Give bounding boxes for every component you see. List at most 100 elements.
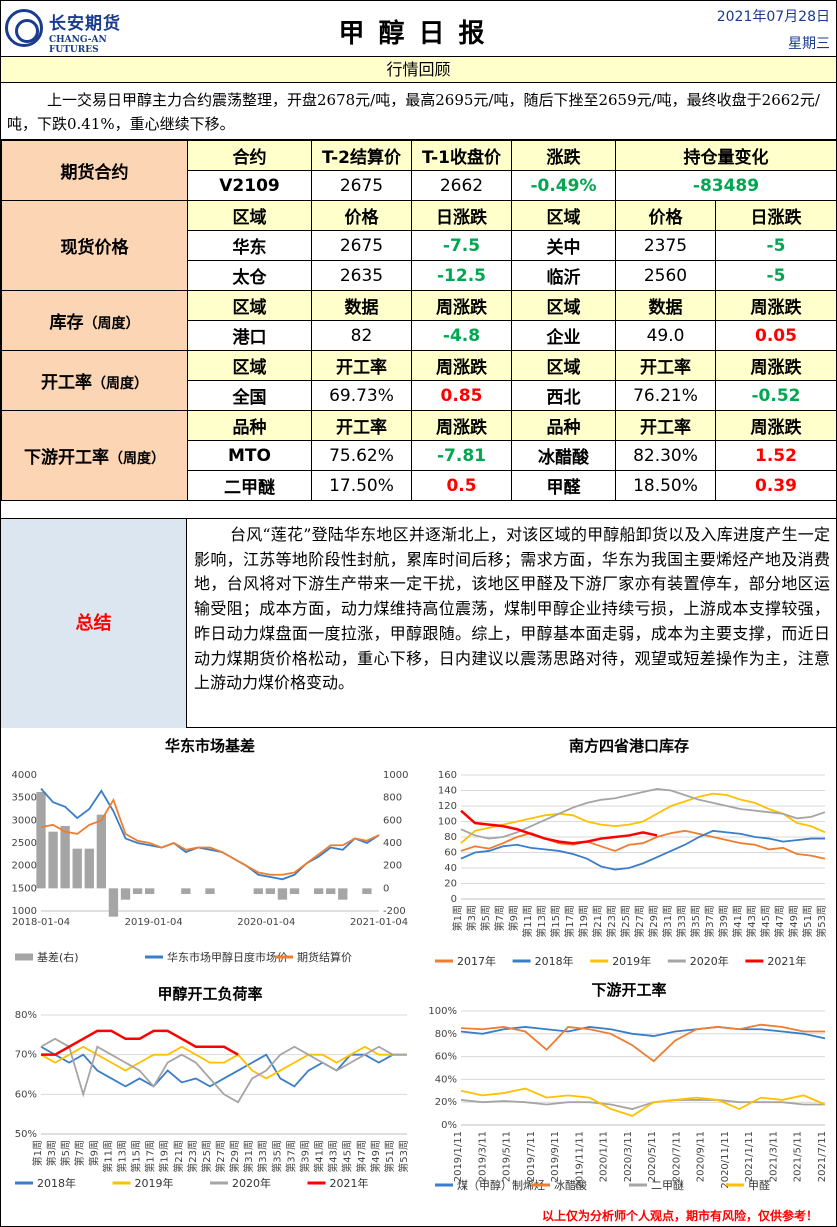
x-tick-label: 2021/3/11 [768,1131,779,1182]
x-tick-label: 第9周 [87,1140,100,1166]
x-tick-label: 2020/5/11 [647,1131,658,1182]
inventory-change: -4.8 [411,320,512,351]
x-tick-label: 第51周 [801,905,814,938]
y-right-tick-label: 1000 [383,770,408,781]
operating-rate: 76.21% [615,380,716,411]
x-tick-label: 第23周 [186,1140,199,1173]
x-tick-label: 第41周 [313,1140,326,1173]
chart-basis-svg: 华东市场基差4000350030002500200015001000100080… [12,737,409,964]
operating-header: 周涨跌 [715,350,837,381]
y-right-tick-label: 400 [383,838,402,849]
y-tick-label: 20% [435,1097,457,1108]
x-tick-label: 2020/7/11 [671,1131,682,1182]
series-line [40,797,380,876]
downstream-product: MTO [187,440,312,471]
y-right-tick-label: 0 [383,883,389,894]
x-tick-label: 第49周 [369,1140,382,1173]
y-tick-label: 50% [15,1129,37,1140]
x-tick-label: 第35周 [689,905,702,938]
x-tick-label: 2021/1/11 [744,1131,755,1182]
x-tick-label: 第7周 [493,905,506,931]
series-line [460,1026,826,1040]
spot-change: -12.5 [411,260,512,291]
x-tick-label: 2019/9/11 [550,1131,561,1182]
x-tick-label: 第21周 [172,1140,185,1173]
summary-section: 总结 台风“莲花”登陆华东地区并逐渐北上，对该区域的甲醇船卸货以及入库进度产生一… [1,518,836,728]
spot-change: -5 [715,230,837,261]
x-tick-label: 2019-01-04 [125,917,183,928]
x-tick-label: 第47周 [773,905,786,938]
series-line [460,829,826,860]
basis-bar [72,848,82,889]
x-tick-label: 2019/7/11 [526,1131,537,1182]
chart-downstream-svg: 下游开工率 100% 80% 60% 40% 20% 0%2019/1/11 2019/3/1… [428,981,828,1192]
operating-rate: 69.73% [311,380,412,411]
y-tick-label: 80% [15,1010,37,1021]
spot-header: 价格 [311,200,412,231]
inventory-change: 0.05 [715,320,837,351]
spot-price: 2560 [615,260,716,291]
legend-label: 2018年 [37,1176,76,1190]
x-tick-label: 第29周 [647,905,660,938]
futures-header: T-1收盘价 [411,140,512,171]
y-tick-label: 20 [444,879,457,890]
series-line [460,809,658,845]
chart-title: 甲醇开工负荷率 [157,985,262,1003]
x-tick-label: 第33周 [256,1140,269,1173]
downstream-change: -7.81 [411,440,512,471]
x-tick-label: 第3周 [45,1140,58,1166]
downstream-header: 周涨跌 [411,410,512,441]
legend-label: 二甲醚 [651,1178,684,1192]
x-tick-label: 2020/1/11 [599,1131,610,1182]
x-tick-label: 第35周 [270,1140,283,1173]
x-tick-label: 第23周 [605,905,618,938]
y-tick-label: 100% [428,1006,457,1017]
basis-bar [96,814,107,889]
report-title: 甲醇日报 [338,19,499,49]
x-tick-label: 第15周 [549,905,562,938]
x-tick-label: 第47周 [355,1140,368,1173]
x-tick-label: 第7周 [73,1140,86,1166]
y-tick-label: 0% [441,1120,457,1131]
data-table: 期货合约 合约 T-2结算价 T-1收盘价 涨跌 持仓量变化 V2109 267… [1,140,837,501]
legend-label: 2020年 [690,954,729,968]
x-tick-label: 第29周 [228,1140,241,1173]
operating-header: 区域 [511,350,616,381]
downstream-rate: 75.62% [311,440,412,471]
basis-bar [277,888,288,900]
logo-icon [5,9,43,47]
inventory-label: 库存（周度） [1,290,188,351]
y-tick-label: 3500 [12,793,37,804]
downstream-header: 开工率 [615,410,716,441]
downstream-product: 二甲醚 [187,470,312,501]
chart-port-inventory: 南方四省港口库存 160 140 120 100 80 60 40 20 0 第1周 第3周 第5周 第7… [425,733,833,971]
series-line [40,1045,407,1080]
x-tick-label: 第1周 [451,905,464,931]
basis-bar [326,888,336,894]
x-tick-label: 第31周 [242,1140,255,1173]
x-tick-label: 第1周 [31,1140,44,1166]
basis-bar [36,792,46,889]
x-tick-label: 第45周 [341,1140,354,1173]
x-tick-label: 第53周 [397,1140,410,1173]
inventory-header: 数据 [311,290,412,321]
series-line [460,1087,826,1117]
downstream-header: 品种 [511,410,616,441]
x-tick-label: 2019/3/11 [477,1131,488,1182]
x-tick-label: 2018-01-04 [12,917,70,928]
y-tick-label: 3000 [12,815,37,826]
inventory-region: 企业 [511,320,616,351]
legend-label: 期货结算价 [297,950,352,964]
downstream-rate: 18.50% [615,470,716,501]
summary-label: 总结 [1,519,187,728]
header: 长安期货 CHANG-AN FUTURES 甲醇日报 2021年07月28日 星… [1,1,836,57]
spot-change: -5 [715,260,837,291]
chart-title: 南方四省港口库存 [569,737,689,755]
y-tick-label: 60 [444,848,457,859]
report-weekday: 星期三 [788,36,830,52]
basis-bar [253,888,263,894]
spot-region: 关中 [511,230,616,261]
basis-bar [144,888,155,894]
